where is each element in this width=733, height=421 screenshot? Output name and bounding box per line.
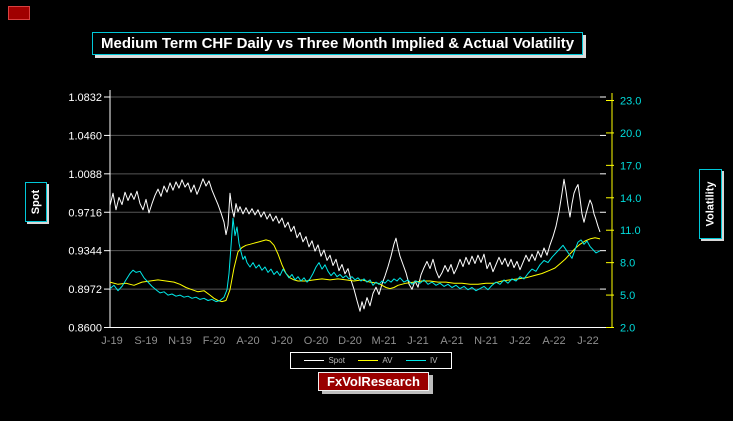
legend-swatch-av bbox=[358, 360, 379, 361]
x-axis-tick-label: M-21 bbox=[371, 335, 396, 347]
left-axis-tick-label: 1.0088 bbox=[68, 169, 102, 181]
x-axis-tick-label: J-22 bbox=[577, 335, 598, 347]
left-axis-title: Spot bbox=[30, 189, 43, 215]
vol-axis-tick-label: 23.0 bbox=[620, 96, 641, 108]
vol-axis-tick-label: 2.0 bbox=[620, 323, 635, 335]
x-axis-tick-label: J-20 bbox=[271, 335, 292, 347]
legend-label-iv: IV bbox=[429, 356, 438, 365]
chart-title: Medium Term CHF Daily vs Three Month Imp… bbox=[92, 32, 584, 55]
left-axis-tick-label: 0.9716 bbox=[68, 207, 102, 219]
x-axis-tick-label: J-19 bbox=[101, 335, 122, 347]
vol-axis-tick-label: 17.0 bbox=[620, 160, 641, 172]
left-axis-tick-label: 0.8972 bbox=[68, 284, 102, 296]
legend: Spot AV IV bbox=[290, 352, 452, 369]
legend-item-spot: Spot bbox=[304, 356, 345, 365]
vol-axis-tick-label: 8.0 bbox=[620, 258, 635, 270]
window-control-box[interactable] bbox=[8, 6, 30, 20]
left-axis-tick-label: 0.8600 bbox=[68, 323, 102, 335]
legend-item-iv: IV bbox=[405, 356, 438, 365]
vol-axis-tick-label: 11.0 bbox=[620, 225, 641, 237]
x-axis-tick-label: A-21 bbox=[440, 335, 463, 347]
iv-series-line bbox=[109, 217, 601, 303]
vol-axis-tick-label: 20.0 bbox=[620, 128, 641, 140]
x-axis-tick-label: J-22 bbox=[509, 335, 530, 347]
left-axis-tick-label: 1.0832 bbox=[68, 92, 102, 104]
legend-label-spot: Spot bbox=[328, 356, 345, 365]
x-axis-tick-label: N-21 bbox=[474, 335, 498, 347]
vol-axis-tick-label: 5.0 bbox=[620, 290, 635, 302]
right-axis-title-box: Volatility bbox=[699, 169, 722, 239]
x-axis-tick-label: D-20 bbox=[338, 335, 362, 347]
x-axis-tick-label: F-20 bbox=[203, 335, 226, 347]
fxvolresearch-banner: FxVolResearch bbox=[318, 372, 429, 391]
spot-series-line bbox=[109, 178, 601, 312]
x-axis-tick-label: N-19 bbox=[168, 335, 192, 347]
left-axis-tick-label: 1.0460 bbox=[68, 130, 102, 142]
right-axis-title: Volatility bbox=[704, 181, 717, 227]
vol-axis-tick-label: 14.0 bbox=[620, 193, 641, 205]
x-axis-tick-label: A-20 bbox=[236, 335, 259, 347]
legend-item-av: AV bbox=[358, 356, 392, 365]
legend-label-av: AV bbox=[382, 356, 393, 365]
x-axis-tick-label: O-20 bbox=[304, 335, 328, 347]
legend-swatch-spot bbox=[304, 360, 325, 361]
legend-swatch-iv bbox=[405, 360, 426, 361]
left-axis-tick-label: 0.9344 bbox=[68, 246, 102, 258]
left-axis-title-box: Spot bbox=[25, 182, 47, 222]
x-axis-tick-label: A-22 bbox=[542, 335, 565, 347]
x-axis-tick-label: S-19 bbox=[134, 335, 157, 347]
x-axis-tick-label: J-21 bbox=[407, 335, 428, 347]
